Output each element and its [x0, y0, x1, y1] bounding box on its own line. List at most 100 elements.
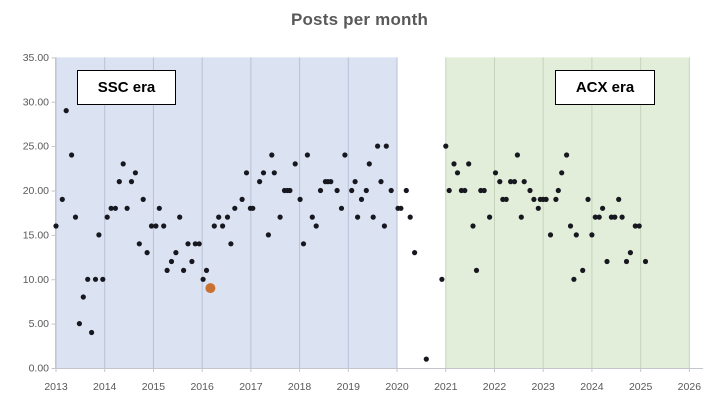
- y-tick-label: 0.00: [29, 363, 50, 375]
- data-point: [181, 267, 187, 273]
- data-point: [136, 241, 142, 247]
- y-tick-label: 5.00: [29, 318, 50, 330]
- data-point: [559, 170, 565, 176]
- data-point: [508, 179, 514, 185]
- data-point: [451, 161, 457, 167]
- data-point: [589, 232, 595, 238]
- x-tick-label: 2021: [434, 381, 458, 393]
- data-point: [250, 205, 256, 211]
- data-point: [313, 223, 319, 229]
- data-point: [300, 241, 307, 247]
- data-point: [196, 241, 202, 247]
- data-point: [642, 258, 649, 265]
- x-tick-label: 2026: [678, 381, 702, 393]
- data-point: [600, 205, 606, 211]
- data-point: [492, 170, 499, 176]
- data-point: [378, 179, 384, 185]
- data-point: [636, 223, 642, 229]
- data-point: [76, 321, 82, 327]
- data-point: [116, 179, 122, 185]
- data-point: [619, 214, 625, 220]
- data-point: [604, 258, 610, 265]
- data-point: [567, 223, 574, 229]
- data-point: [612, 214, 618, 220]
- data-point: [265, 232, 271, 238]
- data-point: [80, 294, 86, 300]
- data-point: [388, 187, 394, 194]
- data-point: [120, 161, 126, 167]
- era-region-ssc: [56, 57, 398, 368]
- data-point: [287, 187, 293, 194]
- x-tick-label: 2016: [190, 381, 214, 393]
- data-point: [153, 223, 159, 229]
- data-point: [555, 187, 561, 194]
- data-point: [161, 223, 167, 229]
- data-point: [140, 196, 146, 202]
- data-point: [535, 205, 541, 211]
- data-point: [358, 196, 365, 202]
- data-point: [164, 267, 170, 273]
- data-point: [304, 152, 310, 158]
- data-point: [473, 267, 480, 273]
- data-point: [398, 205, 404, 211]
- y-tick-label: 10.00: [23, 274, 49, 286]
- data-point: [144, 250, 150, 256]
- data-point: [481, 187, 487, 194]
- data-point: [53, 223, 59, 229]
- data-point: [627, 250, 634, 256]
- x-tick-label: 2025: [629, 381, 653, 393]
- data-point: [232, 205, 238, 211]
- data-point: [366, 161, 372, 167]
- data-point: [220, 223, 226, 229]
- data-point: [352, 179, 358, 185]
- data-point: [342, 152, 348, 158]
- data-point: [200, 276, 206, 282]
- data-point: [216, 214, 222, 220]
- data-point: [63, 108, 69, 114]
- data-point: [168, 258, 175, 265]
- data-point: [277, 214, 283, 220]
- data-point: [531, 196, 537, 202]
- data-point: [466, 161, 472, 167]
- data-point: [443, 143, 449, 149]
- data-point: [355, 214, 361, 220]
- x-tick-label: 2019: [337, 381, 361, 393]
- ssc-era-label: SSC era: [77, 70, 176, 105]
- data-point: [470, 223, 476, 229]
- era-region-acx: [445, 57, 690, 368]
- data-point: [185, 241, 191, 247]
- y-tick-label: 15.00: [23, 229, 49, 241]
- x-tick-label: 2024: [580, 381, 604, 393]
- data-point: [177, 214, 183, 220]
- data-point: [192, 241, 198, 247]
- data-point: [363, 187, 369, 194]
- data-point: [592, 214, 598, 220]
- data-point: [521, 179, 527, 185]
- data-point: [454, 170, 461, 176]
- data-point: [224, 214, 231, 220]
- acx-era-label: ACX era: [555, 70, 655, 105]
- data-point: [511, 179, 518, 185]
- data-point: [292, 161, 298, 167]
- x-tick-label: 2022: [483, 381, 507, 393]
- data-point: [148, 223, 155, 229]
- data-point: [317, 187, 324, 194]
- data-point: [334, 187, 340, 194]
- data-point: [375, 143, 381, 149]
- data-point: [338, 205, 345, 211]
- data-point: [211, 223, 217, 229]
- data-point: [92, 276, 99, 282]
- data-point: [104, 214, 110, 220]
- data-point: [412, 250, 418, 256]
- y-tick-label: 25.00: [23, 141, 49, 153]
- data-point: [128, 179, 135, 185]
- data-point: [257, 179, 263, 185]
- data-point: [156, 205, 162, 211]
- data-point: [564, 152, 570, 158]
- data-point: [503, 196, 509, 202]
- data-point: [623, 258, 630, 265]
- data-point: [124, 205, 130, 211]
- x-tick-label: 2014: [93, 381, 117, 393]
- data-point: [518, 214, 524, 220]
- data-point: [381, 223, 387, 229]
